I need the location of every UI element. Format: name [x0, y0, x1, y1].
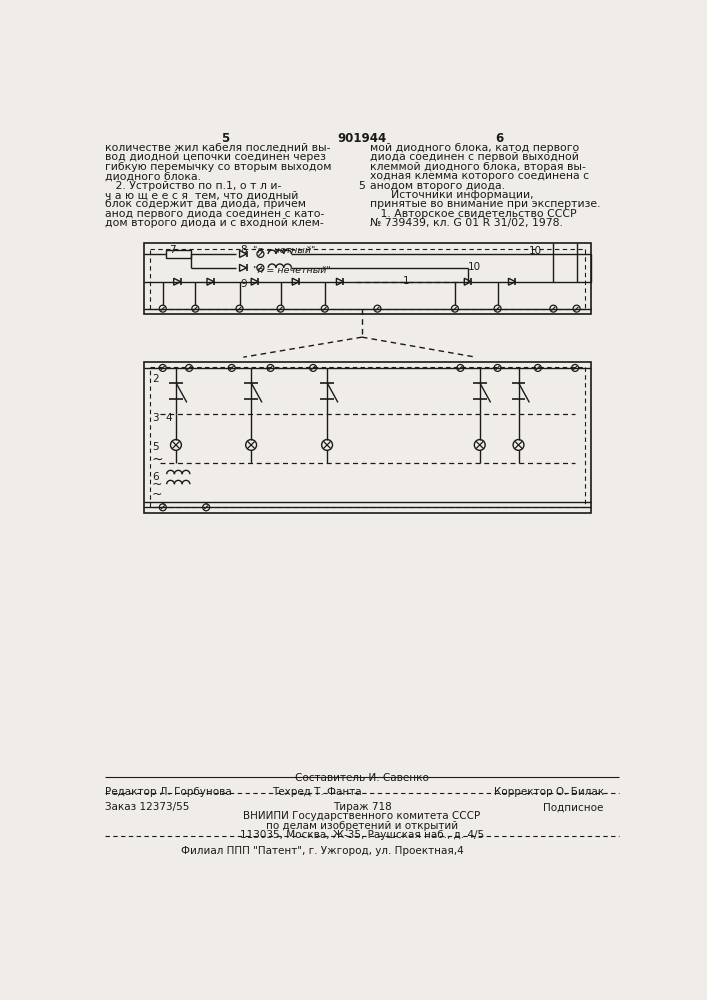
- Text: Составитель И. Савенко: Составитель И. Савенко: [295, 773, 429, 783]
- Text: 6: 6: [152, 472, 158, 482]
- Text: ~: ~: [152, 478, 163, 491]
- Text: Техред Т. Фанта: Техред Т. Фанта: [272, 787, 362, 797]
- Text: диода соединен с первой выходной: диода соединен с первой выходной: [370, 152, 578, 162]
- Text: 1. Авторское свидетельство СССР: 1. Авторское свидетельство СССР: [370, 209, 576, 219]
- Text: клеммой диодного блока, вторая вы-: клеммой диодного блока, вторая вы-: [370, 162, 585, 172]
- Text: ~: ~: [152, 488, 163, 501]
- Text: Подписное: Подписное: [544, 802, 604, 812]
- Text: 7: 7: [170, 245, 176, 255]
- Text: 2. Устройство по п.1, о т л и-: 2. Устройство по п.1, о т л и-: [105, 181, 282, 191]
- Text: Заказ 12373/55: Заказ 12373/55: [105, 802, 189, 812]
- Text: вод диодной цепочки соединен через: вод диодной цепочки соединен через: [105, 152, 327, 162]
- Text: блок содержит два диода, причем: блок содержит два диода, причем: [105, 199, 306, 209]
- Text: гибкую перемычку со вторым выходом: гибкую перемычку со вторым выходом: [105, 162, 332, 172]
- Text: 2: 2: [152, 374, 158, 384]
- Text: Корректор О. Билак: Корректор О. Билак: [493, 787, 604, 797]
- Text: ходная клемма которого соединена с: ходная клемма которого соединена с: [370, 171, 589, 181]
- Text: "n – четный": "n – четный": [253, 246, 316, 255]
- Text: ~: ~: [152, 453, 163, 467]
- Text: 10: 10: [468, 262, 481, 272]
- Bar: [144, 362, 590, 513]
- Text: анод первого диода соединен с като-: анод первого диода соединен с като-: [105, 209, 325, 219]
- Text: 901944: 901944: [337, 132, 387, 145]
- Text: 1: 1: [403, 276, 409, 286]
- Text: Редактор Л. Горбунова: Редактор Л. Горбунова: [105, 787, 232, 797]
- Text: количестве жил кабеля последний вы-: количестве жил кабеля последний вы-: [105, 143, 331, 153]
- Text: ВНИИПИ Государственного комитета СССР: ВНИИПИ Государственного комитета СССР: [243, 811, 481, 821]
- Text: Источники информации,: Источники информации,: [370, 190, 533, 200]
- Text: принятые во внимание при экспертизе.: принятые во внимание при экспертизе.: [370, 199, 600, 209]
- Text: 113035, Москва, Ж-35, Раушская наб., д. 4/5: 113035, Москва, Ж-35, Раушская наб., д. …: [240, 830, 484, 840]
- Text: Тираж 718: Тираж 718: [332, 802, 392, 812]
- Text: Филиал ППП "Патент", г. Ужгород, ул. Проектная,4: Филиал ППП "Патент", г. Ужгород, ул. Про…: [182, 846, 464, 856]
- Text: 4: 4: [165, 413, 172, 423]
- Text: мой диодного блока, катод первого: мой диодного блока, катод первого: [370, 143, 579, 153]
- Text: 5: 5: [221, 132, 230, 145]
- Text: 9: 9: [240, 279, 247, 289]
- Text: дом второго диода и с входной клем-: дом второго диода и с входной клем-: [105, 218, 325, 228]
- Text: 8: 8: [240, 245, 247, 255]
- Text: ч а ю щ е е с я  тем, что диодный: ч а ю щ е е с я тем, что диодный: [105, 190, 299, 200]
- Text: 3: 3: [152, 413, 158, 423]
- Text: 5: 5: [358, 181, 365, 191]
- Text: 6: 6: [495, 132, 503, 145]
- Text: анодом второго диода.: анодом второго диода.: [370, 181, 505, 191]
- Text: 10: 10: [529, 246, 542, 256]
- Text: № 739439, кл. G 01 R 31/02, 1978.: № 739439, кл. G 01 R 31/02, 1978.: [370, 218, 563, 228]
- Text: "n = нечетный": "n = нечетный": [253, 266, 331, 275]
- Text: по делам изобретений и открытий: по делам изобретений и открытий: [266, 821, 458, 831]
- Text: диодного блока.: диодного блока.: [105, 171, 201, 181]
- Bar: [166, 250, 191, 258]
- Text: 5: 5: [152, 442, 158, 452]
- Bar: [144, 243, 590, 314]
